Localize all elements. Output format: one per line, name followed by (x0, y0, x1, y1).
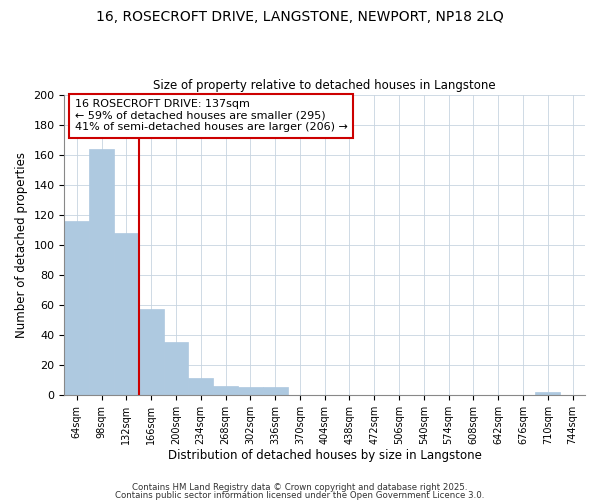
Bar (188, 378, 213, 395)
Text: Contains HM Land Registry data © Crown copyright and database right 2025.: Contains HM Land Registry data © Crown c… (132, 484, 468, 492)
Bar (263, 388, 287, 395)
Y-axis label: Number of detached properties: Number of detached properties (15, 152, 28, 338)
Text: 16, ROSECROFT DRIVE, LANGSTONE, NEWPORT, NP18 2LQ: 16, ROSECROFT DRIVE, LANGSTONE, NEWPORT,… (96, 10, 504, 24)
Text: Contains public sector information licensed under the Open Government Licence 3.: Contains public sector information licen… (115, 490, 485, 500)
X-axis label: Distribution of detached houses by size in Langstone: Distribution of detached houses by size … (168, 450, 482, 462)
Bar (139, 310, 164, 395)
Bar (238, 388, 263, 395)
Bar (213, 386, 238, 395)
Bar (164, 342, 188, 395)
Bar (114, 232, 139, 395)
Bar (535, 392, 560, 395)
Text: 16 ROSECROFT DRIVE: 137sqm
← 59% of detached houses are smaller (295)
41% of sem: 16 ROSECROFT DRIVE: 137sqm ← 59% of deta… (75, 99, 347, 132)
Bar (64, 220, 89, 395)
Bar (89, 148, 114, 395)
Title: Size of property relative to detached houses in Langstone: Size of property relative to detached ho… (154, 79, 496, 92)
